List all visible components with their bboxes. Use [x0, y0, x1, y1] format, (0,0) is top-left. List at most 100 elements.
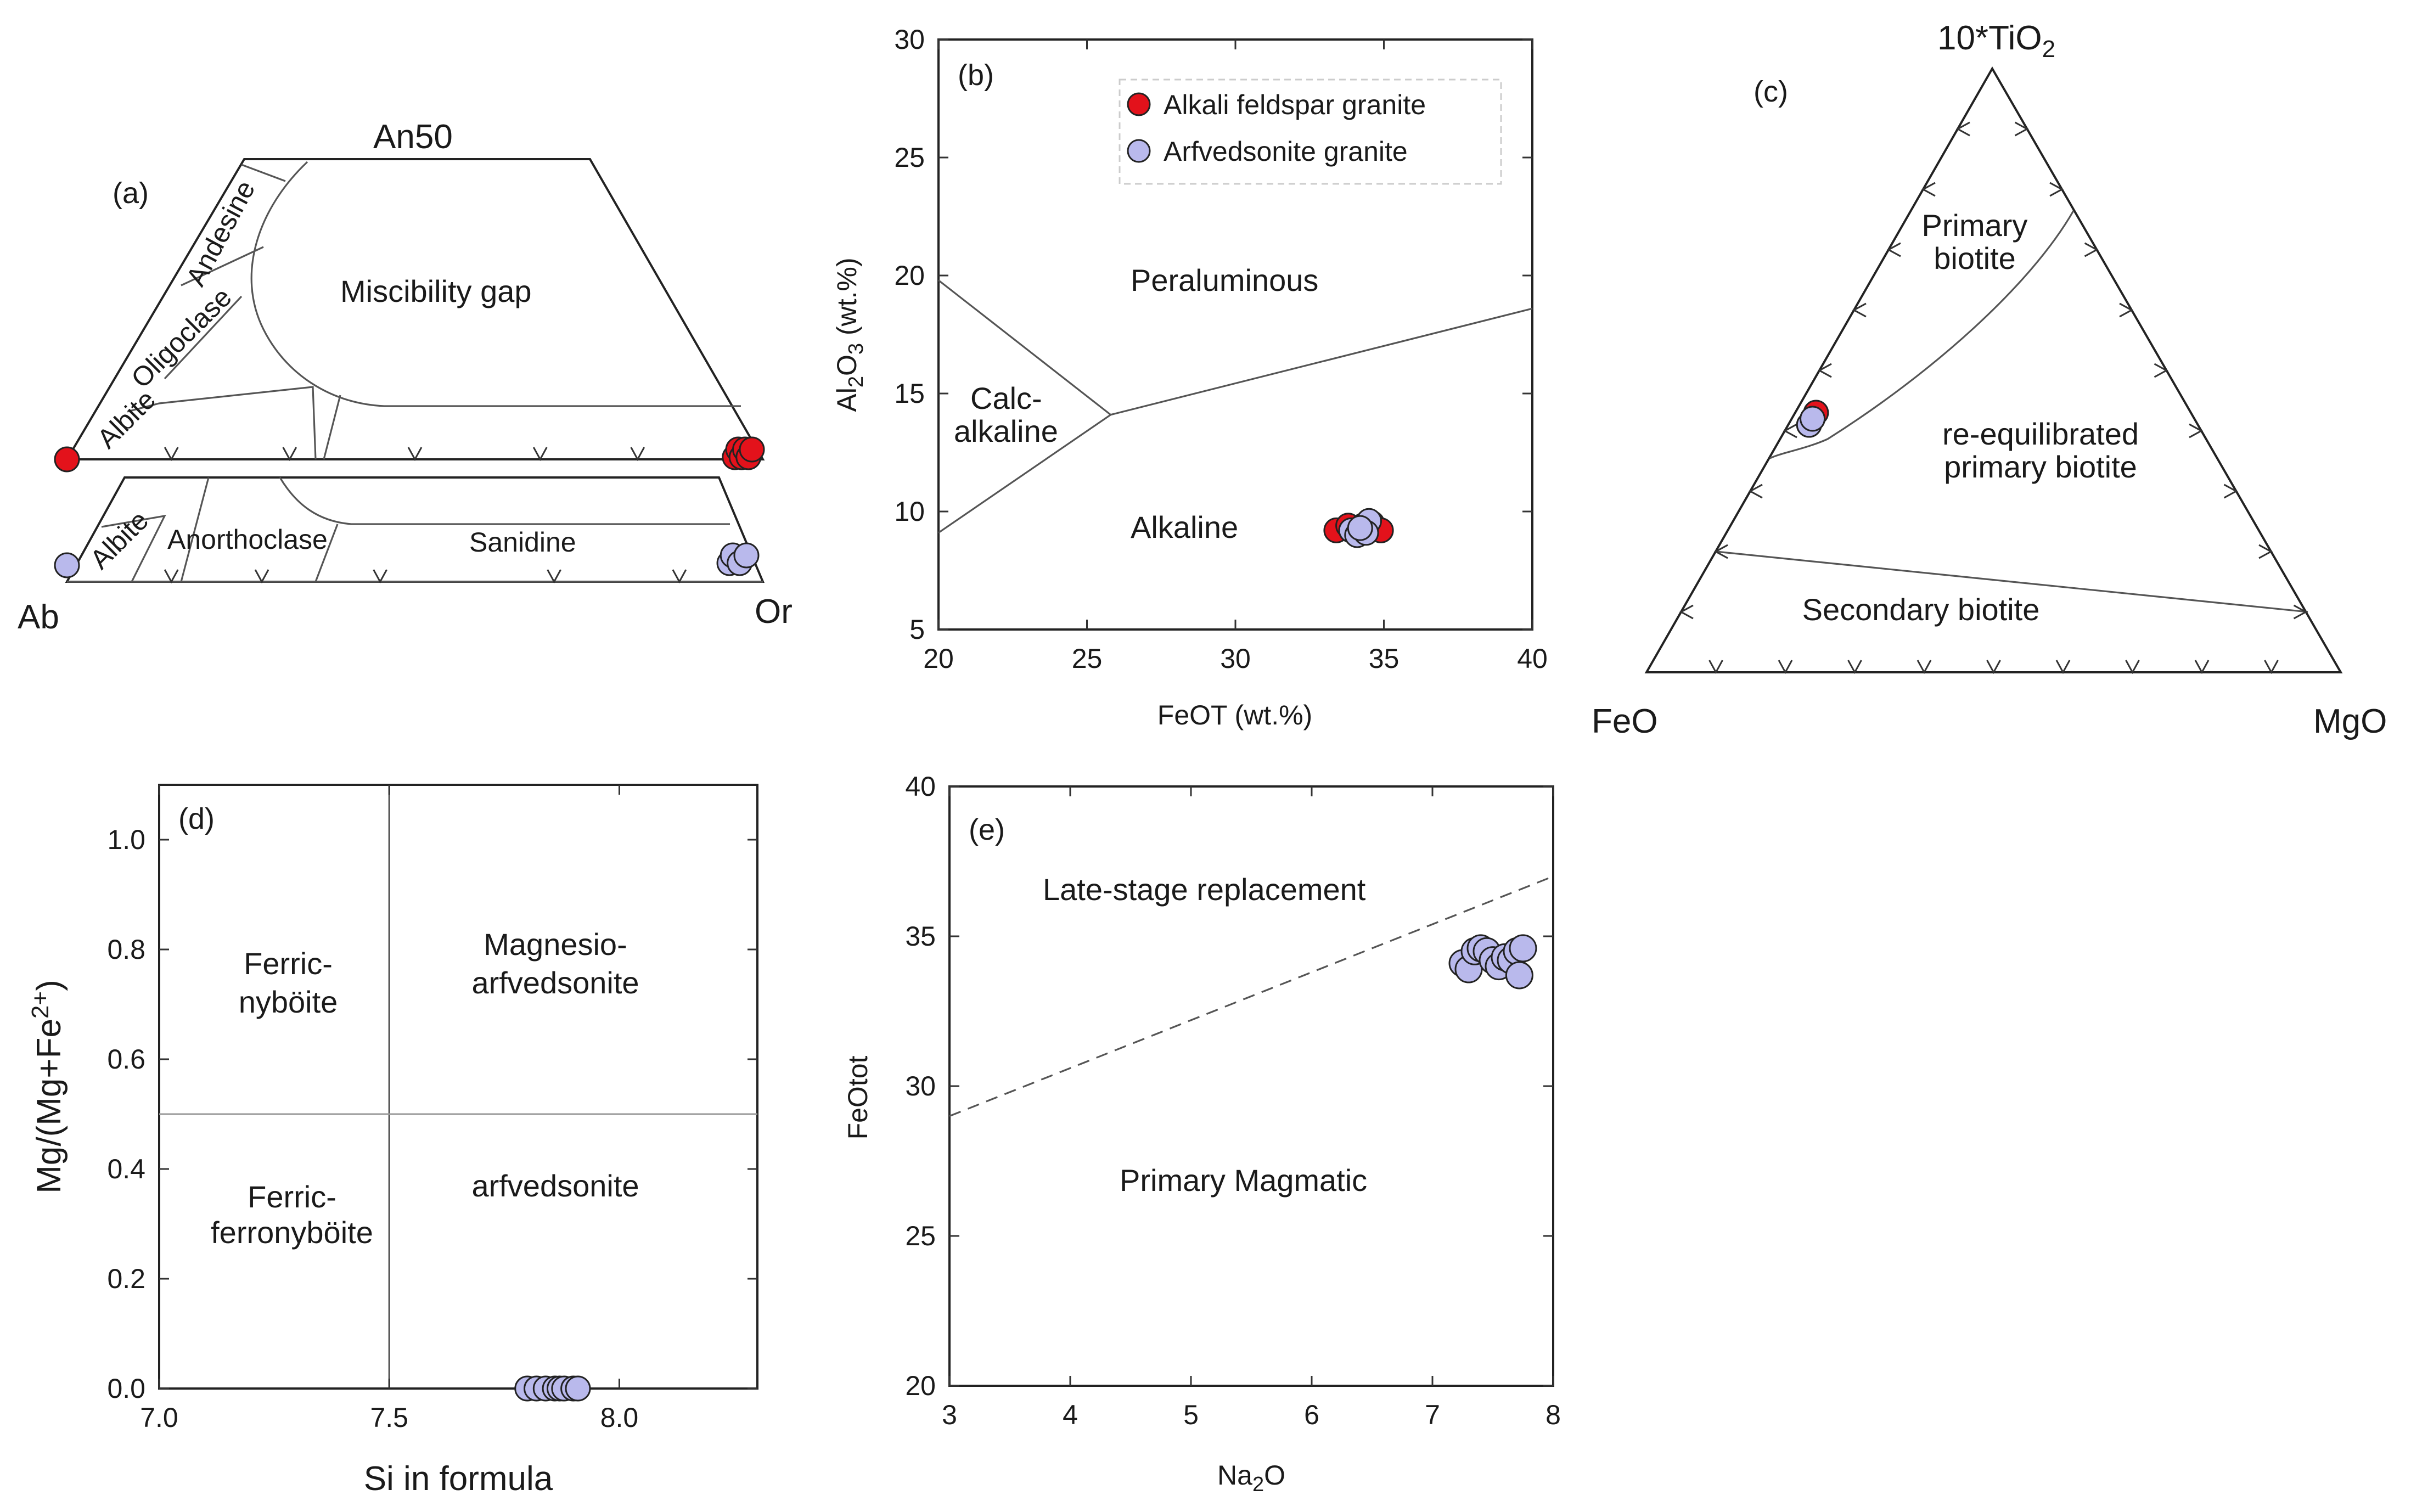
panel-d-y-tick-label: 0.4	[107, 1154, 145, 1184]
field-albite-lower: Albite	[84, 505, 154, 575]
primary-reequilibrated-curve	[1769, 210, 2075, 459]
panel-b-axes: 20 25 30 35 40 5 10 15 20 25 30	[894, 24, 1547, 674]
panel-c-tick-mark	[1921, 182, 1936, 197]
panel-a-tick-mark	[407, 447, 423, 462]
albite-oligoclase-boundary	[127, 386, 317, 460]
panel-d-x-axis-title: Si in formula	[364, 1460, 553, 1498]
panel-d-y-tick-label: 1.0	[107, 824, 145, 855]
field-albite-upper: Albite	[91, 384, 161, 454]
panel-c-tick-mark	[1852, 302, 1867, 318]
panel-a-tick-mark	[282, 447, 297, 462]
field-anorthoclase: Anorthoclase	[167, 524, 328, 555]
biotite-triangle	[1644, 66, 2343, 673]
panel-a-point	[54, 446, 80, 473]
field-calc-alkaline-line1: Calc-	[970, 381, 1042, 415]
panel-b-tag: (b)	[958, 59, 994, 92]
anorthoclase-sanidine-curve	[279, 477, 730, 525]
panel-e-point	[1505, 961, 1533, 990]
panel-c-tick-mark	[2194, 660, 2210, 675]
corner-ab: Ab	[18, 598, 59, 636]
corner-mgo: MgO	[2313, 702, 2387, 740]
panel-c-tick-mark	[2223, 484, 2238, 499]
panel-d-tag: (d)	[178, 802, 215, 835]
secondary-boundary	[1716, 550, 2308, 613]
panel-e-y-axis-title: FeOtot	[842, 1055, 873, 1139]
panel-e-point	[1509, 934, 1537, 963]
panel-c-tick-mark	[1709, 660, 1723, 675]
panel-d-points	[514, 1375, 591, 1402]
field-primary-line2: biotite	[1934, 241, 2015, 276]
panel-c-tick-mark	[2258, 544, 2273, 559]
panel-b-x-tick-label: 30	[1220, 643, 1251, 674]
panel-b-boundaries	[938, 279, 1533, 534]
panel-c-tick-mark	[2084, 242, 2099, 257]
panel-b-y-tick-label: 5	[909, 614, 925, 645]
panel-e-x-tick-label: 5	[1183, 1399, 1199, 1430]
panel-d-y-tick-label: 0.0	[107, 1373, 145, 1404]
panel-e-feotot-vs-na2o: 3 4 5 6 7 8 20 25 30 35 40 (e) Late-stage replacem…	[842, 771, 1561, 1496]
legend-marker-alkali	[1127, 92, 1151, 116]
field-ferric-ferronyboite-line2: ferronyböite	[211, 1215, 373, 1250]
panel-e-x-tick-label: 3	[942, 1399, 957, 1430]
panel-d-x-tick-label: 7.5	[370, 1402, 408, 1433]
miscibility-gap-curve	[250, 161, 741, 407]
panel-c-tick-mark	[1917, 660, 1932, 675]
field-peraluminous: Peraluminous	[1131, 263, 1318, 297]
panel-d-frame	[158, 784, 758, 1390]
panel-a-tag: (a)	[113, 177, 149, 210]
field-reequilibrated-line1: re-equilibrated	[1942, 417, 2139, 451]
panel-b-al2o3-vs-feot: 20 25 30 35 40 5 10 15 20 25 30 (b) Peraluminous C…	[831, 24, 1548, 730]
panel-c-tick-mark	[2264, 660, 2279, 675]
panel-c-tick-mark	[2119, 302, 2134, 318]
panel-e-boundary-dashed	[949, 875, 1554, 1117]
field-secondary-biotite: Secondary biotite	[1802, 592, 2040, 627]
panel-c-tick-mark	[1713, 544, 1728, 559]
panel-c-tick-mark	[2293, 604, 2308, 620]
legend-label-alkali: Alkali feldspar granite	[1164, 89, 1426, 120]
panel-e-axes: 3 4 5 6 7 8 20 25 30 35 40	[905, 771, 1561, 1430]
panel-c-tick-mark	[2049, 182, 2064, 197]
panel-c-tick-mark	[1679, 604, 1694, 620]
panel-c-tick-mark	[1886, 242, 1901, 257]
panel-c-tick-mark	[1748, 484, 1763, 499]
panel-c-point	[1800, 406, 1826, 432]
panel-b-y-tick-label: 15	[894, 378, 925, 409]
panel-c-tick-mark	[1986, 660, 2001, 675]
plagioclase-boundaries	[164, 164, 286, 380]
panel-c-tick-mark	[2154, 363, 2168, 378]
panel-e-y-tick-label: 25	[905, 1221, 936, 1251]
field-primary-line1: Primary	[1922, 208, 2028, 243]
field-andesine: Andesine	[180, 176, 261, 291]
field-ferric-ferronyboite-line1: Ferric-	[248, 1179, 336, 1214]
panel-b-y-tick-label: 20	[894, 260, 925, 291]
panel-b-y-tick-label: 25	[894, 142, 925, 173]
field-alkaline: Alkaline	[1131, 510, 1238, 544]
panel-c-tick-mark	[1817, 363, 1832, 378]
corner-tio2: 10*TiO2	[1937, 19, 2055, 63]
panel-d-y-tick-label: 0.6	[107, 1044, 145, 1075]
legend-marker-arfvedsonite	[1127, 139, 1151, 163]
panel-e-x-tick-label: 8	[1545, 1399, 1561, 1430]
panel-a-point	[739, 436, 765, 463]
field-oligoclase: Oligoclase	[125, 282, 238, 394]
panel-d-x-tick-label: 7.0	[140, 1402, 178, 1433]
panel-a-tick-mark	[254, 569, 269, 584]
panel-b-x-tick-label: 25	[1072, 643, 1103, 674]
field-primary-magmatic: Primary Magmatic	[1120, 1163, 1367, 1198]
panel-a-point	[733, 542, 760, 569]
panel-a-tick-mark	[373, 569, 387, 584]
panel-c-tick-mark	[1783, 423, 1797, 439]
panel-d-y-axis-title: Mg/(Mg+Fe2+)	[27, 980, 68, 1194]
field-arfvedsonite: arfvedsonite	[471, 1168, 639, 1203]
panel-b-x-axis-title: FeOT (wt.%)	[1157, 700, 1312, 730]
panel-e-x-tick-label: 6	[1304, 1399, 1319, 1430]
panel-c-tick-mark	[2014, 121, 2029, 137]
field-ferric-nyboite-line1: Ferric-	[244, 946, 333, 981]
panel-d-boundaries	[159, 785, 757, 1389]
panel-a-tick-mark	[547, 569, 561, 584]
panel-a-feldspar-ternary: (a) An50 Ab Or Miscibility gap Andesine …	[18, 118, 793, 636]
panel-b-boundary-peraluminous-alkaline	[1110, 307, 1533, 416]
panel-e-points	[1448, 934, 1537, 990]
field-calc-alkaline-line2: alkaline	[954, 414, 1058, 448]
